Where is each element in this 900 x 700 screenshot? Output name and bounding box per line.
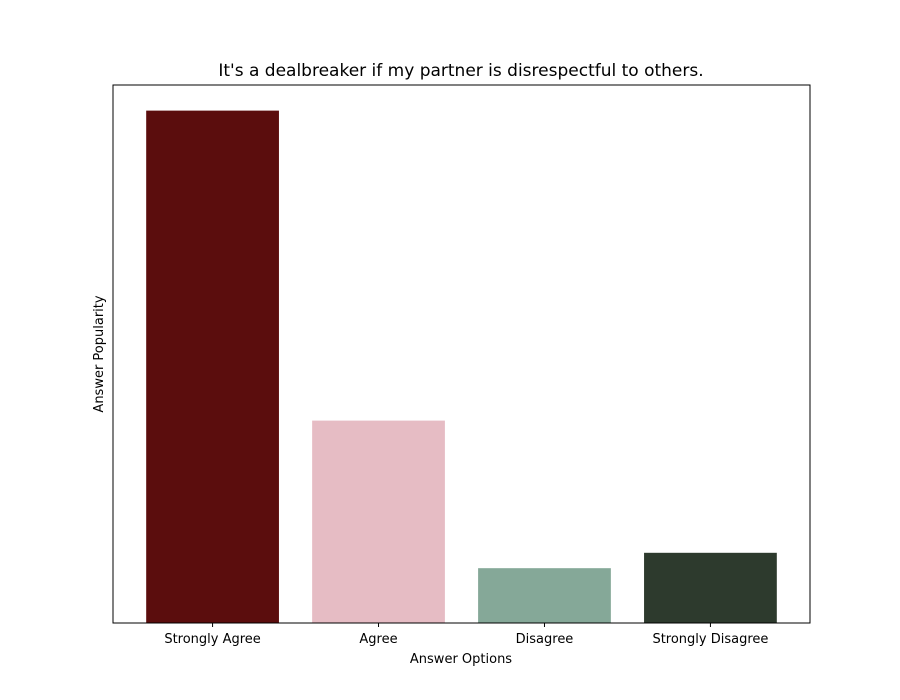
y-axis-label: Answer Popularity	[92, 295, 107, 412]
bar-strongly-agree	[146, 110, 279, 624]
bar-strongly-disagree	[644, 552, 777, 623]
plot-frame	[112, 84, 811, 624]
x-tick-label: Strongly Disagree	[652, 632, 768, 647]
x-tick-label: Strongly Agree	[164, 632, 261, 647]
chart-title: It's a dealbreaker if my partner is disr…	[218, 61, 703, 81]
bars-layer	[146, 110, 777, 624]
bar-agree	[312, 420, 445, 623]
x-axis-label: Answer Options	[410, 652, 512, 667]
x-tick-label: Disagree	[516, 632, 574, 647]
x-tick-label: Agree	[359, 632, 397, 647]
x-ticks: Strongly Agree Agree Disagree Strongly Disa…	[164, 623, 768, 647]
bar-disagree	[478, 568, 611, 623]
